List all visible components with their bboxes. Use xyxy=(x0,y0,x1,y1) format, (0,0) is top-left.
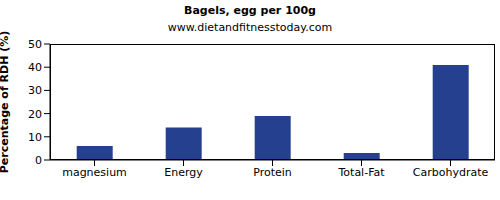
svg-text:10: 10 xyxy=(28,131,42,144)
svg-text:Energy: Energy xyxy=(164,166,203,179)
svg-text:0: 0 xyxy=(35,154,42,167)
html-text:Bagels, egg per 100g: Bagels, egg per 100g xyxy=(184,4,316,17)
svg-text:40: 40 xyxy=(28,61,42,74)
svg-text:magnesium: magnesium xyxy=(62,166,127,179)
svg-text:20: 20 xyxy=(28,108,42,121)
svg-text:Total-Fat: Total-Fat xyxy=(337,166,385,179)
svg-text:Protein: Protein xyxy=(253,166,292,179)
svg-text:50: 50 xyxy=(28,38,42,51)
svg-text:Carbohydrate: Carbohydrate xyxy=(413,166,489,179)
svg-text:30: 30 xyxy=(28,84,42,97)
html-text:www.dietandfitnesstoday.com: www.dietandfitnesstoday.com xyxy=(167,21,333,34)
svg-text:Percentage of RDH (%): Percentage of RDH (%) xyxy=(8,31,11,174)
